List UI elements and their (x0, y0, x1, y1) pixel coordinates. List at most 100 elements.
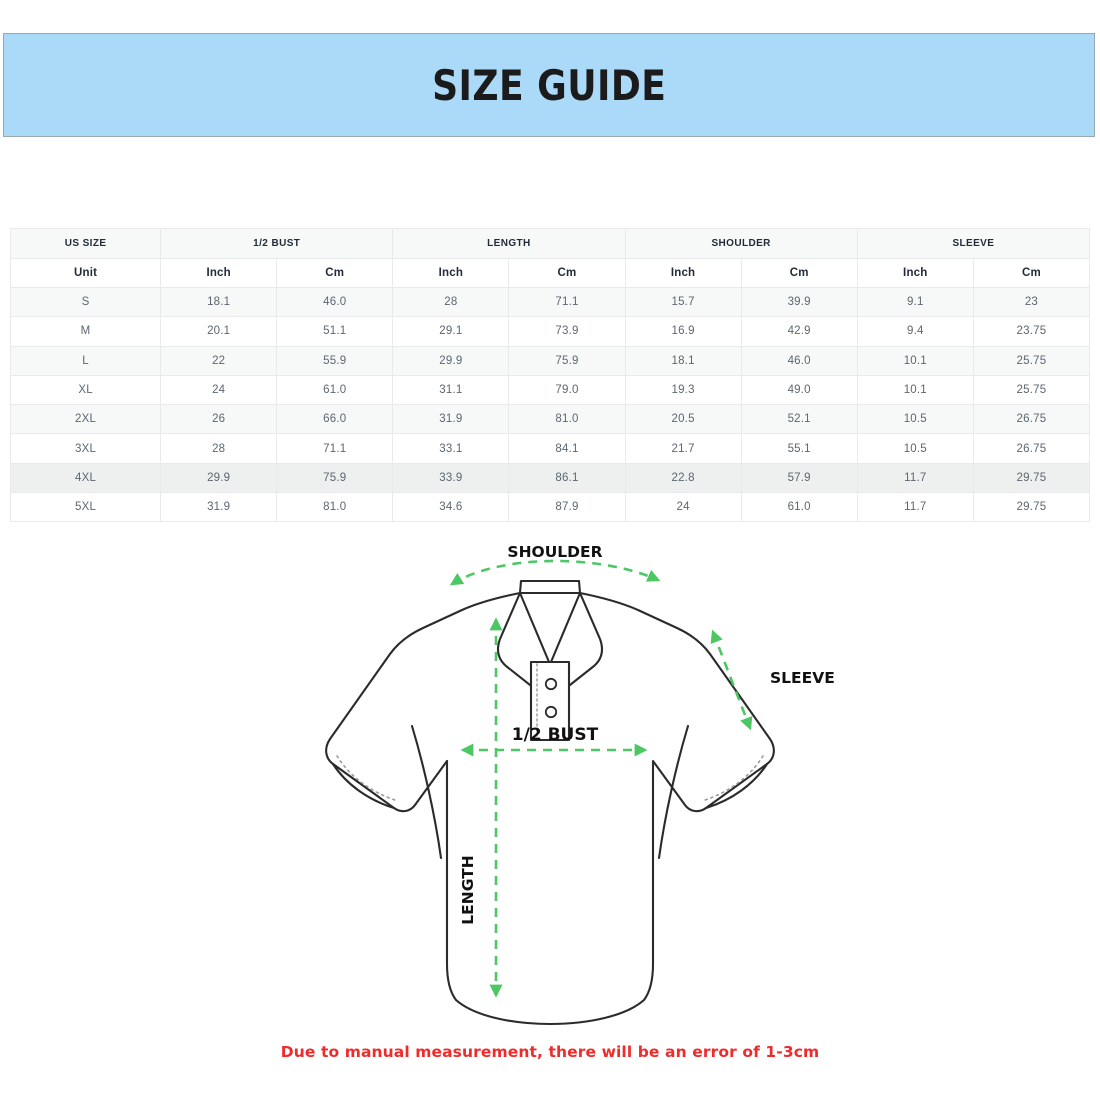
cell-bust-inch: 18.1 (160, 286, 278, 318)
cell-shoulder-cm: 57.9 (740, 462, 858, 494)
cell-sleeve-cm: 26.75 (972, 433, 1091, 464)
cell-bust-cm: 81.0 (276, 492, 394, 523)
table-group-header-row: US SIZE 1/2 BUST LENGTH SHOULDER SLEEVE (9, 228, 1091, 259)
unit-header-shoulder-cm: Cm (740, 258, 858, 288)
left-cuff-line (331, 762, 396, 810)
left-cuff-stitch (336, 755, 399, 802)
cell-bust-inch: 28 (160, 433, 278, 464)
cell-length-cm: 79.0 (508, 374, 626, 406)
cell-bust-inch: 26 (160, 404, 278, 435)
page-title: SIZE GUIDE (431, 60, 667, 110)
cell-sleeve-cm: 23 (972, 286, 1091, 318)
cell-length-inch: 28 (392, 286, 510, 318)
table-row: L 22 55.9 29.9 75.9 18.1 46.0 10.1 25.75 (9, 345, 1091, 376)
cell-shoulder-inch: 15.7 (624, 286, 742, 318)
cell-length-inch: 31.9 (392, 404, 510, 435)
button-placket (529, 660, 571, 742)
cell-shoulder-cm: 46.0 (740, 345, 858, 376)
cell-length-cm: 86.1 (508, 462, 626, 494)
table-row: S 18.1 46.0 28 71.1 15.7 39.9 9.1 23 (9, 286, 1091, 318)
cell-bust-cm: 55.9 (276, 345, 394, 376)
shoulder-arrow (449, 559, 661, 586)
cell-length-cm: 71.1 (508, 286, 626, 318)
group-header-bust: 1/2 BUST (160, 228, 394, 259)
cell-length-inch: 33.9 (392, 462, 510, 494)
cell-shoulder-inch: 16.9 (624, 316, 742, 347)
polo-shirt-illustration (325, 579, 775, 1025)
cell-sleeve-inch: 9.1 (856, 286, 974, 318)
cell-size: M (9, 316, 162, 347)
cell-shoulder-inch: 18.1 (624, 345, 742, 376)
cell-sleeve-cm: 25.75 (972, 374, 1091, 406)
shirt-body-outline (325, 591, 775, 1025)
cell-shoulder-cm: 42.9 (740, 316, 858, 347)
cell-length-cm: 73.9 (508, 316, 626, 347)
cell-bust-cm: 46.0 (276, 286, 394, 318)
cell-bust-inch: 24 (160, 374, 278, 406)
cell-length-cm: 81.0 (508, 404, 626, 435)
cell-bust-inch: 29.9 (160, 462, 278, 494)
cell-length-cm: 87.9 (508, 492, 626, 523)
cell-shoulder-inch: 19.3 (624, 374, 742, 406)
cell-shoulder-cm: 52.1 (740, 404, 858, 435)
table-row: XL 24 61.0 31.1 79.0 19.3 49.0 10.1 25.7… (9, 374, 1091, 406)
size-guide-banner: SIZE GUIDE (3, 33, 1095, 137)
cell-size: L (9, 345, 162, 376)
right-armhole-seam (657, 724, 690, 860)
cell-sleeve-cm: 23.75 (972, 316, 1091, 347)
cell-sleeve-inch: 9.4 (856, 316, 974, 347)
cell-length-cm: 84.1 (508, 433, 626, 464)
cell-shoulder-inch: 22.8 (624, 462, 742, 494)
cell-sleeve-inch: 10.5 (856, 433, 974, 464)
cell-bust-cm: 61.0 (276, 374, 394, 406)
cell-sleeve-inch: 10.1 (856, 345, 974, 376)
cell-sleeve-cm: 25.75 (972, 345, 1091, 376)
cell-bust-cm: 51.1 (276, 316, 394, 347)
unit-header-bust-cm: Cm (276, 258, 394, 288)
group-header-length: LENGTH (392, 228, 626, 259)
cell-shoulder-inch: 20.5 (624, 404, 742, 435)
cell-bust-inch: 20.1 (160, 316, 278, 347)
cell-size: S (9, 286, 162, 318)
cell-bust-cm: 75.9 (276, 462, 394, 494)
table-unit-header-row: Unit Inch Cm Inch Cm Inch Cm Inch Cm (9, 258, 1091, 288)
cell-bust-inch: 22 (160, 345, 278, 376)
unit-header-unit: Unit (9, 258, 162, 288)
table-row: 4XL 29.9 75.9 33.9 86.1 22.8 57.9 11.7 2… (9, 462, 1091, 494)
cell-shoulder-inch: 21.7 (624, 433, 742, 464)
measurement-diagram: SHOULDER SLEEVE 1/2 BUST LENGTH (0, 540, 1100, 1040)
unit-header-shoulder-inch: Inch (624, 258, 742, 288)
right-cuff-stitch (701, 755, 764, 802)
size-table: US SIZE 1/2 BUST LENGTH SHOULDER SLEEVE … (9, 228, 1091, 523)
cell-size: 5XL (9, 492, 162, 523)
cell-bust-cm: 71.1 (276, 433, 394, 464)
unit-header-sleeve-inch: Inch (856, 258, 974, 288)
sleeve-label: SLEEVE (770, 669, 835, 687)
cell-bust-cm: 66.0 (276, 404, 394, 435)
size-table-container: US SIZE 1/2 BUST LENGTH SHOULDER SLEEVE … (9, 228, 1091, 523)
group-header-shoulder: SHOULDER (624, 228, 858, 259)
cell-size: 3XL (9, 433, 162, 464)
cell-length-cm: 75.9 (508, 345, 626, 376)
cell-size: XL (9, 374, 162, 406)
measurement-disclaimer: Due to manual measurement, there will be… (280, 1043, 820, 1061)
unit-header-sleeve-cm: Cm (972, 258, 1091, 288)
cell-sleeve-inch: 11.7 (856, 462, 974, 494)
cell-sleeve-inch: 10.1 (856, 374, 974, 406)
cell-shoulder-cm: 55.1 (740, 433, 858, 464)
cell-sleeve-cm: 29.75 (972, 492, 1091, 523)
cell-length-inch: 29.1 (392, 316, 510, 347)
shoulder-label: SHOULDER (507, 543, 602, 561)
unit-header-bust-inch: Inch (160, 258, 278, 288)
cell-sleeve-cm: 26.75 (972, 404, 1091, 435)
button-bottom (544, 705, 558, 719)
group-header-us-size: US SIZE (9, 228, 162, 259)
group-header-sleeve: SLEEVE (856, 228, 1091, 259)
cell-shoulder-cm: 61.0 (740, 492, 858, 523)
cell-size: 4XL (9, 462, 162, 494)
collar-band (518, 579, 582, 595)
cell-bust-inch: 31.9 (160, 492, 278, 523)
left-armhole-seam (410, 724, 443, 860)
table-row: 5XL 31.9 81.0 34.6 87.9 24 61.0 11.7 29.… (9, 492, 1091, 523)
table-row: 2XL 26 66.0 31.9 81.0 20.5 52.1 10.5 26.… (9, 404, 1091, 435)
